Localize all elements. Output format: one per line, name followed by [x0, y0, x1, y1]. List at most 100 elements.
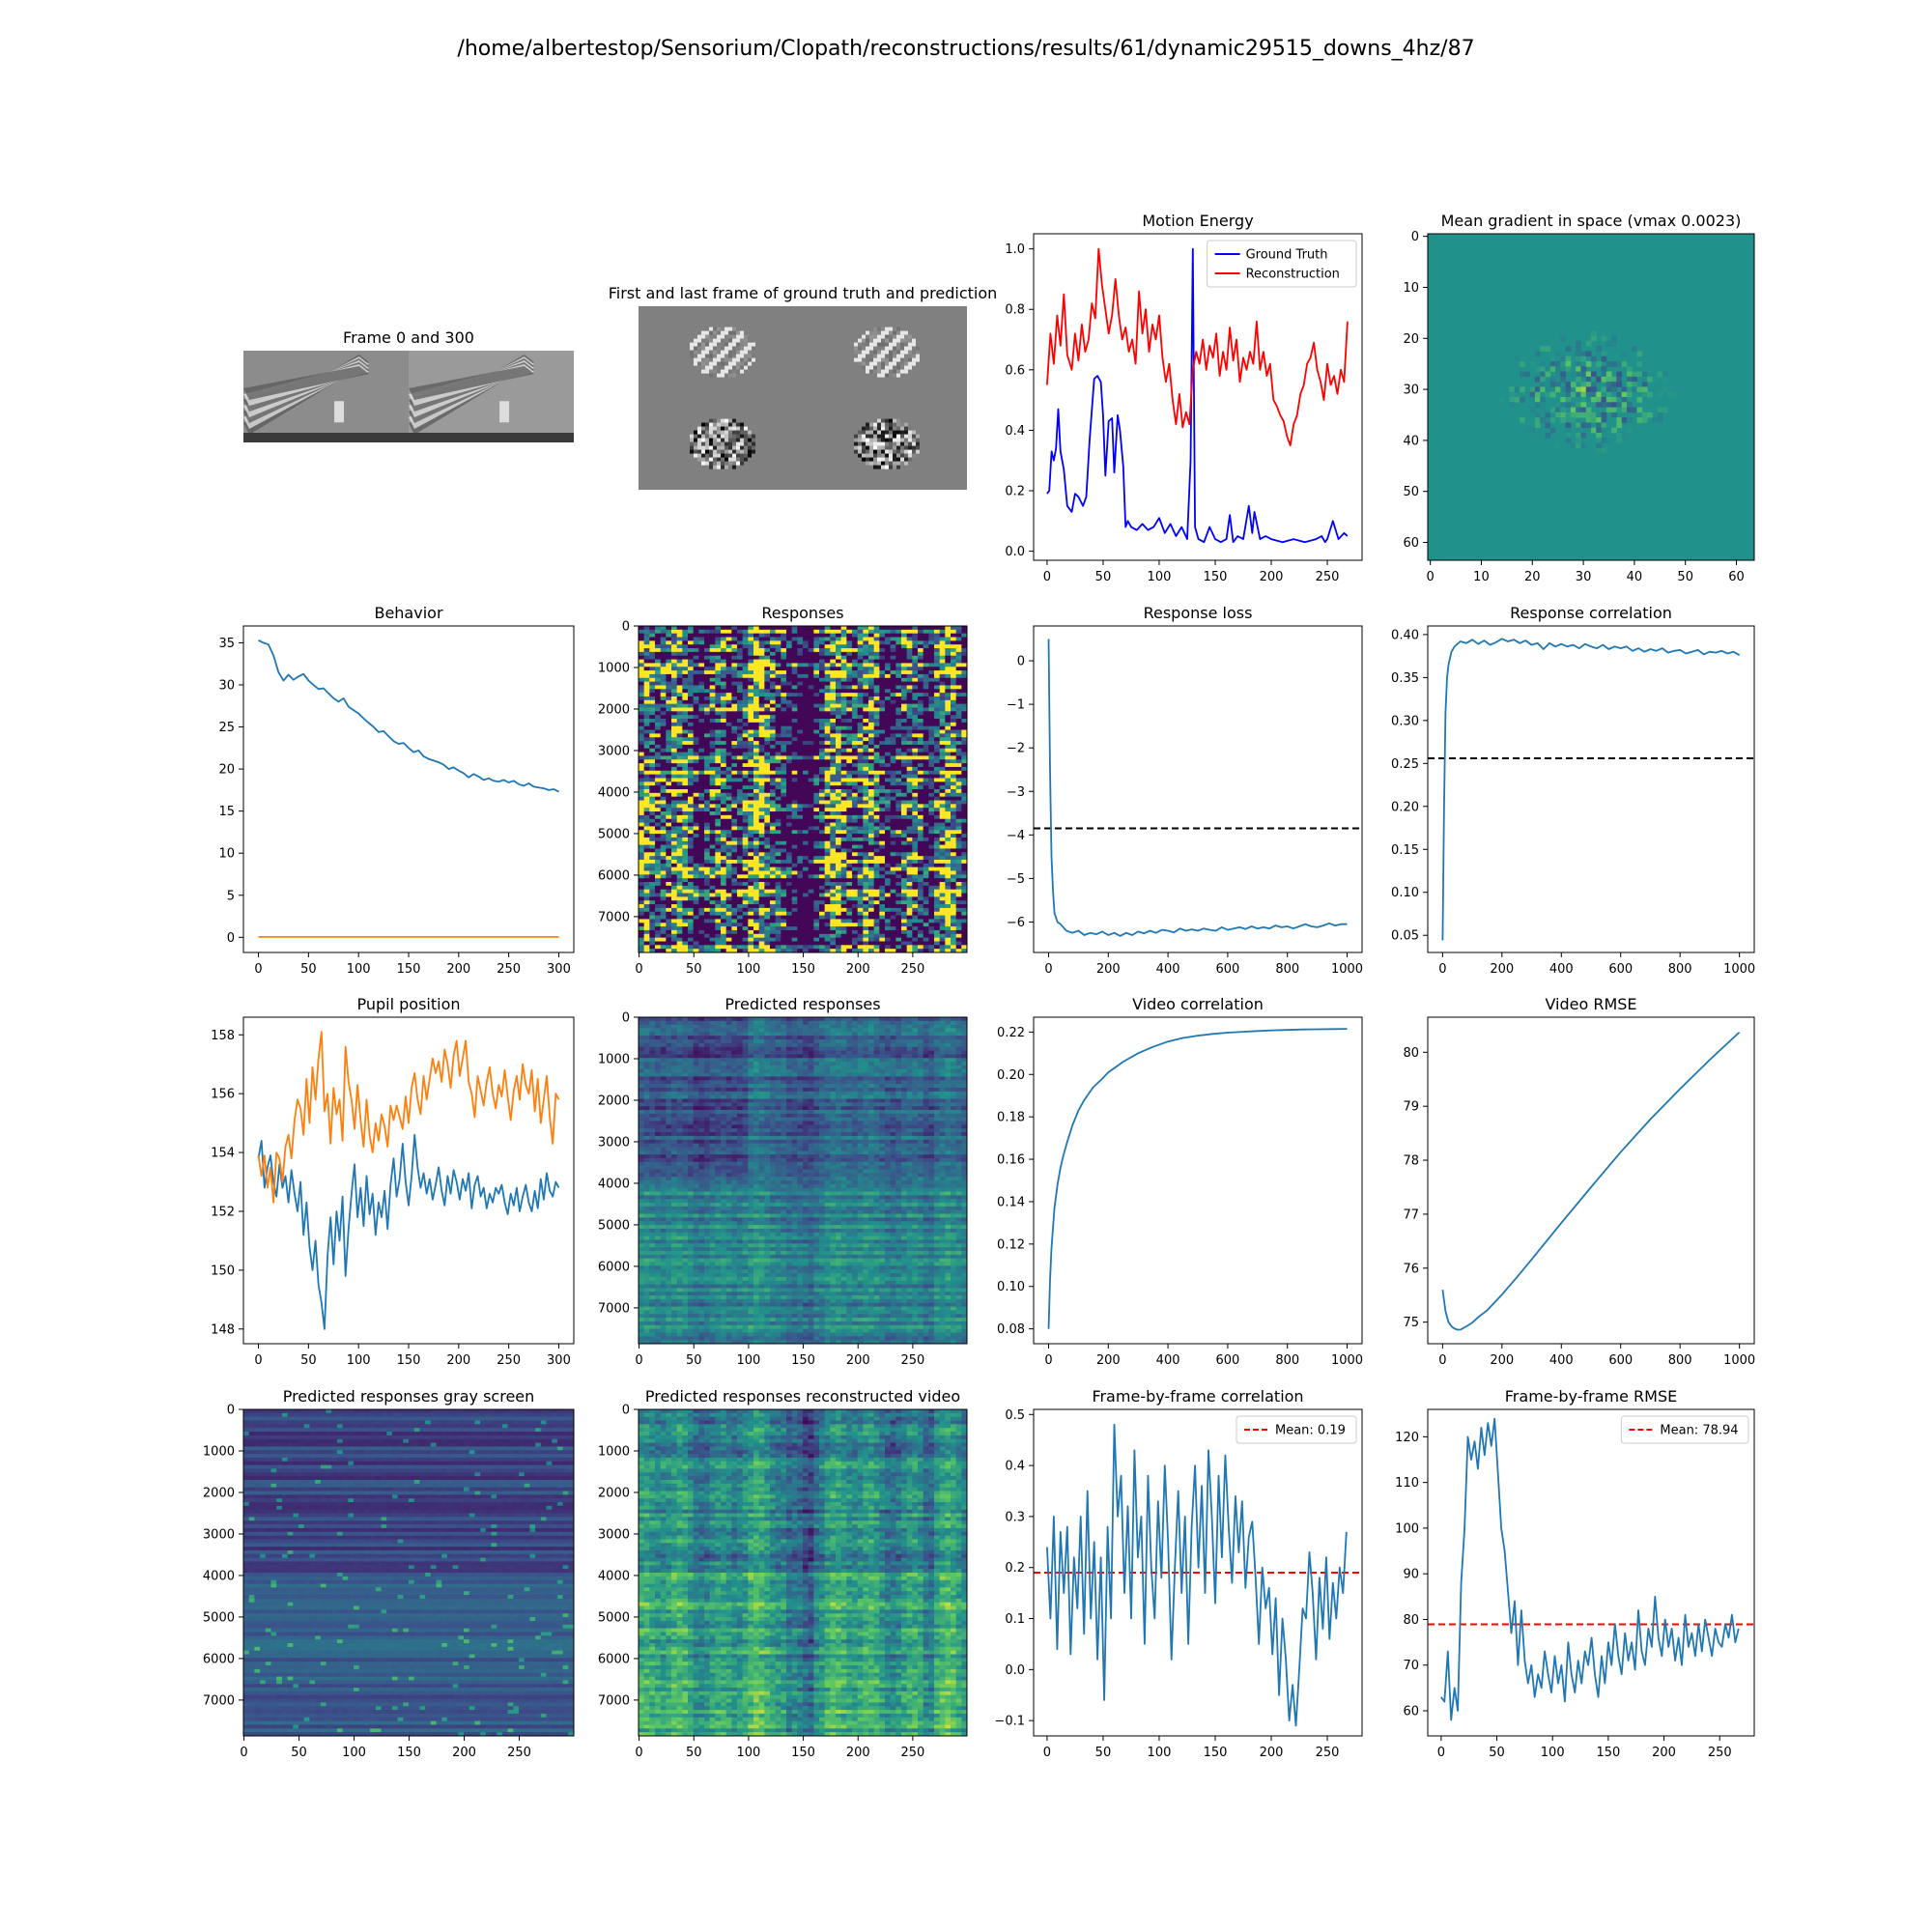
- heatmap-cell: [808, 859, 814, 865]
- heatmap-cell: [639, 715, 645, 720]
- heatmap-cell: [797, 729, 804, 734]
- heatmap-cell: [709, 755, 716, 760]
- heatmap-cell: [939, 759, 946, 764]
- heatmap-cell: [698, 703, 705, 709]
- heatmap-cell: [955, 770, 962, 776]
- heatmap-cell: [885, 774, 892, 780]
- heatmap-cell: [731, 703, 738, 709]
- heatmap-cell: [676, 811, 683, 816]
- heatmap-cell: [879, 663, 886, 668]
- heatmap-cell: [797, 837, 804, 842]
- frame-pixel: [916, 357, 920, 362]
- frame-pixel: [697, 334, 701, 339]
- heatmap-cell: [715, 755, 722, 760]
- heatmap-cell: [1616, 397, 1623, 403]
- heatmap-cell: [693, 774, 699, 780]
- heatmap-cell: [715, 719, 722, 724]
- heatmap-cell: [748, 848, 754, 853]
- heatmap-cell: [781, 677, 787, 683]
- heatmap-cell: [824, 715, 831, 720]
- frame-pixel: [697, 445, 701, 450]
- heatmap-cell: [639, 800, 645, 805]
- heatmap-cell: [725, 673, 732, 679]
- heatmap-cell: [639, 818, 645, 824]
- heatmap-cell: [945, 689, 952, 694]
- heatmap-cell: [655, 826, 662, 831]
- heatmap-cell: [725, 848, 732, 853]
- heatmap-cell: [863, 693, 869, 697]
- heatmap-cell: [879, 722, 886, 727]
- frame-pixel: [908, 430, 912, 435]
- heatmap-cell: [819, 655, 826, 661]
- heatmap-cell: [1605, 386, 1612, 393]
- heatmap-cell: [803, 826, 810, 831]
- frame-pixel: [705, 338, 709, 343]
- heatmap-cell: [721, 789, 727, 794]
- heatmap-cell: [709, 651, 716, 657]
- heatmap-cell: [1641, 376, 1648, 383]
- heatmap-cell: [895, 729, 902, 734]
- heatmap-cell: [660, 693, 667, 697]
- frame-pixel: [893, 369, 896, 374]
- heatmap-cell: [808, 856, 814, 861]
- heatmap-cell: [885, 722, 892, 727]
- heatmap-cell: [824, 822, 831, 828]
- heatmap-cell: [1534, 412, 1541, 418]
- heatmap-cell: [693, 670, 699, 675]
- heatmap-cell: [775, 804, 781, 809]
- heatmap-cell: [1596, 427, 1602, 434]
- frame-pixel: [916, 449, 920, 454]
- heatmap-cell: [1549, 355, 1556, 362]
- heatmap-cell: [753, 778, 760, 782]
- heatmap-cell: [758, 748, 765, 753]
- heatmap-cell: [918, 785, 924, 790]
- heatmap-cell: [840, 715, 847, 720]
- heatmap-cell: [797, 725, 804, 731]
- heatmap-cell: [819, 844, 826, 850]
- heatmap-cell: [868, 822, 875, 828]
- frame-pixel: [697, 346, 701, 351]
- heatmap-cell: [846, 792, 853, 798]
- heatmap-cell: [737, 696, 744, 701]
- heatmap-cell: [955, 834, 962, 838]
- heatmap-cell: [791, 759, 798, 764]
- heatmap-cell: [758, 856, 765, 861]
- heatmap-cell: [666, 800, 672, 805]
- heatmap-cell: [1647, 412, 1653, 418]
- heatmap-cell: [951, 663, 957, 668]
- heatmap-cell: [951, 811, 957, 816]
- heatmap-cell: [846, 689, 853, 694]
- heatmap-cell: [655, 715, 662, 720]
- heatmap-cell: [857, 685, 864, 690]
- heatmap-cell: [671, 651, 678, 657]
- heatmap-cell: [791, 711, 798, 716]
- heatmap-cell: [863, 648, 869, 653]
- heatmap-cell: [1611, 402, 1617, 408]
- heatmap-cell: [742, 755, 749, 760]
- frame-pixel: [736, 457, 740, 462]
- heatmap-cell: [836, 741, 842, 746]
- heatmap-cell: [840, 822, 847, 828]
- heatmap-cell: [961, 681, 967, 687]
- heatmap-cell: [808, 685, 814, 690]
- heatmap-cell: [1621, 361, 1628, 367]
- heatmap-cell: [934, 822, 941, 828]
- heatmap-cell: [824, 677, 831, 683]
- frame-pixel: [732, 426, 736, 431]
- heatmap-cell: [939, 637, 946, 641]
- heatmap-cell: [852, 659, 859, 665]
- heatmap-cell: [758, 696, 765, 701]
- heatmap-cell: [639, 789, 645, 794]
- heatmap-cell: [951, 759, 957, 764]
- frame-pixel: [912, 354, 916, 358]
- heatmap-cell: [731, 741, 738, 746]
- frame-pixel: [713, 461, 717, 466]
- heatmap-cell: [852, 633, 859, 639]
- heatmap-cell: [721, 752, 727, 757]
- heatmap-cell: [830, 859, 837, 865]
- heatmap-cell: [813, 822, 820, 828]
- heatmap-cell: [731, 785, 738, 790]
- heatmap-cell: [885, 796, 892, 802]
- heatmap-cell: [813, 811, 820, 816]
- heatmap-cell: [682, 808, 689, 812]
